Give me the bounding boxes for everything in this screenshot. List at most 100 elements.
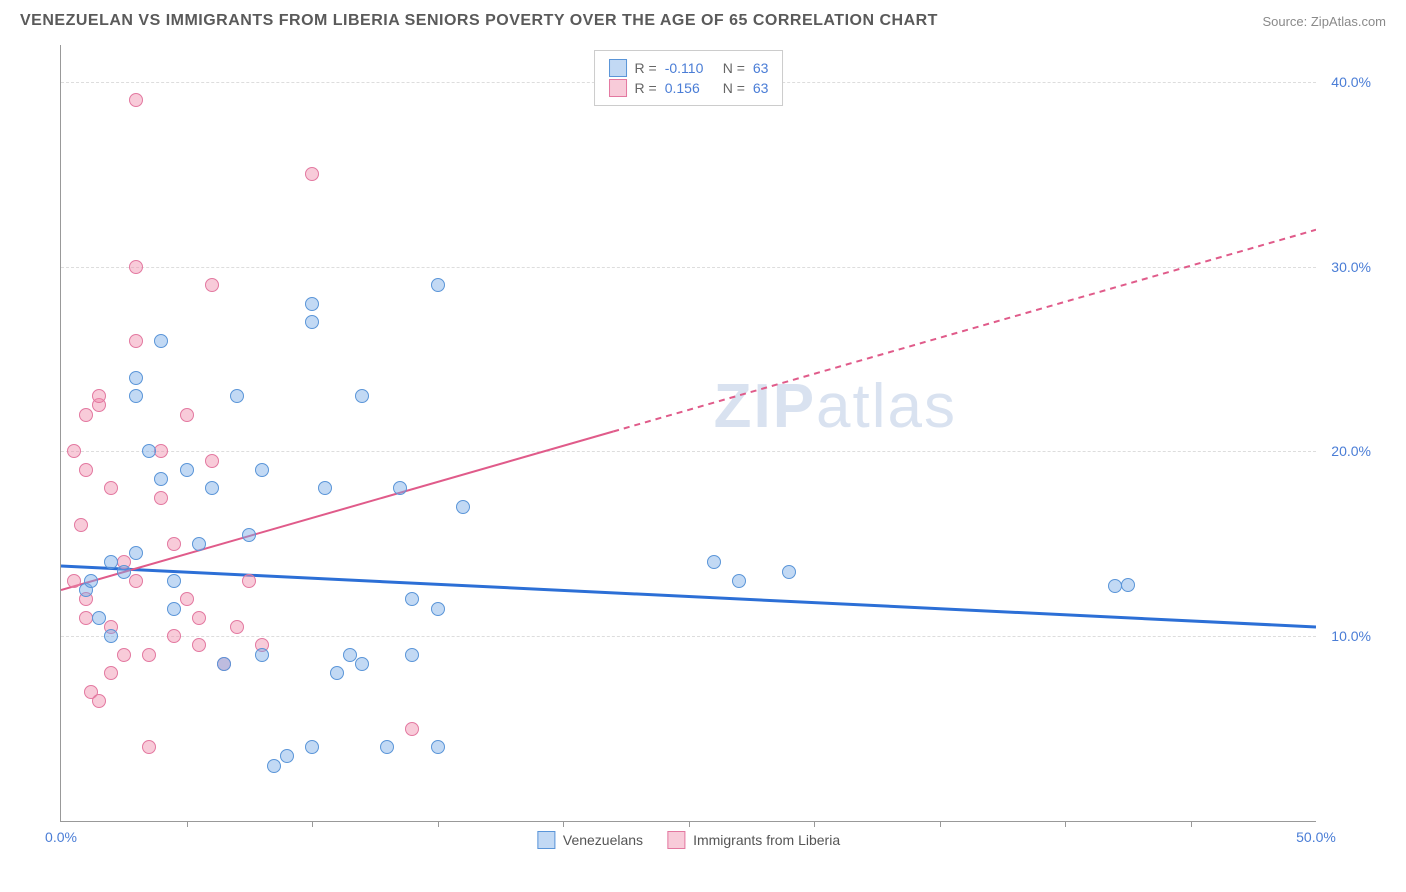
scatter-point <box>180 463 194 477</box>
scatter-point <box>79 463 93 477</box>
scatter-point <box>129 93 143 107</box>
grid-line <box>61 267 1316 268</box>
scatter-point <box>167 629 181 643</box>
scatter-point <box>142 648 156 662</box>
x-tick <box>689 821 690 827</box>
scatter-point <box>431 602 445 616</box>
scatter-point <box>732 574 746 588</box>
scatter-point <box>205 481 219 495</box>
y-tick-label: 20.0% <box>1331 443 1371 459</box>
x-tick <box>940 821 941 827</box>
x-tick <box>814 821 815 827</box>
scatter-point <box>305 740 319 754</box>
scatter-point <box>782 565 796 579</box>
scatter-point <box>129 574 143 588</box>
x-tick-label: 0.0% <box>45 829 77 845</box>
scatter-point <box>393 481 407 495</box>
scatter-point <box>180 592 194 606</box>
x-tick <box>312 821 313 827</box>
source-label: Source: ZipAtlas.com <box>1262 14 1386 29</box>
scatter-point <box>355 657 369 671</box>
scatter-point <box>167 574 181 588</box>
chart-header: VENEZUELAN VS IMMIGRANTS FROM LIBERIA SE… <box>0 0 1406 38</box>
scatter-point <box>104 666 118 680</box>
scatter-point <box>154 472 168 486</box>
scatter-point <box>117 565 131 579</box>
legend-n-prefix: N = <box>723 80 745 96</box>
scatter-point <box>180 408 194 422</box>
scatter-point <box>707 555 721 569</box>
scatter-point <box>242 574 256 588</box>
scatter-point <box>92 694 106 708</box>
legend-r-prefix: R = <box>635 60 657 76</box>
y-tick-label: 10.0% <box>1331 628 1371 644</box>
scatter-point <box>104 555 118 569</box>
grid-line <box>61 451 1316 452</box>
scatter-point <box>104 629 118 643</box>
scatter-point <box>305 167 319 181</box>
scatter-point <box>192 537 206 551</box>
plot-area: ZIPatlas R =-0.110N =63R =0.156N =63 Ven… <box>60 45 1316 822</box>
scatter-point <box>154 444 168 458</box>
legend-swatch <box>609 79 627 97</box>
scatter-point <box>67 444 81 458</box>
scatter-point <box>205 454 219 468</box>
legend-swatch <box>667 831 685 849</box>
scatter-point <box>330 666 344 680</box>
scatter-point <box>79 408 93 422</box>
legend-bottom: Venezuelans Immigrants from Liberia <box>537 831 840 849</box>
scatter-point <box>129 389 143 403</box>
scatter-point <box>205 278 219 292</box>
y-tick-label: 40.0% <box>1331 74 1371 90</box>
x-tick <box>438 821 439 827</box>
scatter-point <box>405 722 419 736</box>
x-tick <box>1191 821 1192 827</box>
scatter-point <box>305 297 319 311</box>
scatter-point <box>142 444 156 458</box>
scatter-point <box>255 463 269 477</box>
scatter-point <box>267 759 281 773</box>
legend-row: R =-0.110N =63 <box>609 59 769 77</box>
scatter-point <box>405 592 419 606</box>
legend-r-prefix: R = <box>635 80 657 96</box>
scatter-point <box>1121 578 1135 592</box>
scatter-point <box>92 611 106 625</box>
scatter-point <box>129 334 143 348</box>
scatter-point <box>431 740 445 754</box>
scatter-point <box>117 648 131 662</box>
legend-row: R = 0.156 N = 63 <box>609 79 769 97</box>
legend-n-value: 63 <box>753 80 769 96</box>
scatter-point <box>142 740 156 754</box>
x-tick <box>1065 821 1066 827</box>
grid-line <box>61 636 1316 637</box>
y-tick-label: 30.0% <box>1331 259 1371 275</box>
legend-bottom-item: Immigrants from Liberia <box>667 831 840 849</box>
scatter-point <box>405 648 419 662</box>
scatter-point <box>305 315 319 329</box>
legend-n-prefix: N = <box>723 60 745 76</box>
series-name: Venezuelans <box>563 832 643 848</box>
scatter-point <box>74 518 88 532</box>
x-tick <box>563 821 564 827</box>
legend-swatch <box>609 59 627 77</box>
scatter-point <box>217 657 231 671</box>
legend-bottom-item: Venezuelans <box>537 831 643 849</box>
scatter-point <box>154 334 168 348</box>
scatter-point <box>318 481 332 495</box>
scatter-point <box>456 500 470 514</box>
scatter-point <box>230 389 244 403</box>
scatter-point <box>230 620 244 634</box>
scatter-point <box>192 638 206 652</box>
scatter-point <box>255 648 269 662</box>
scatter-point <box>104 481 118 495</box>
legend-swatch <box>537 831 555 849</box>
watermark-text: ZIPatlas <box>714 371 957 442</box>
scatter-point <box>242 528 256 542</box>
scatter-point <box>84 574 98 588</box>
trend-lines <box>61 45 1316 821</box>
scatter-point <box>167 602 181 616</box>
scatter-point <box>380 740 394 754</box>
scatter-point <box>167 537 181 551</box>
scatter-point <box>129 260 143 274</box>
legend-r-value: 0.156 <box>665 80 715 96</box>
